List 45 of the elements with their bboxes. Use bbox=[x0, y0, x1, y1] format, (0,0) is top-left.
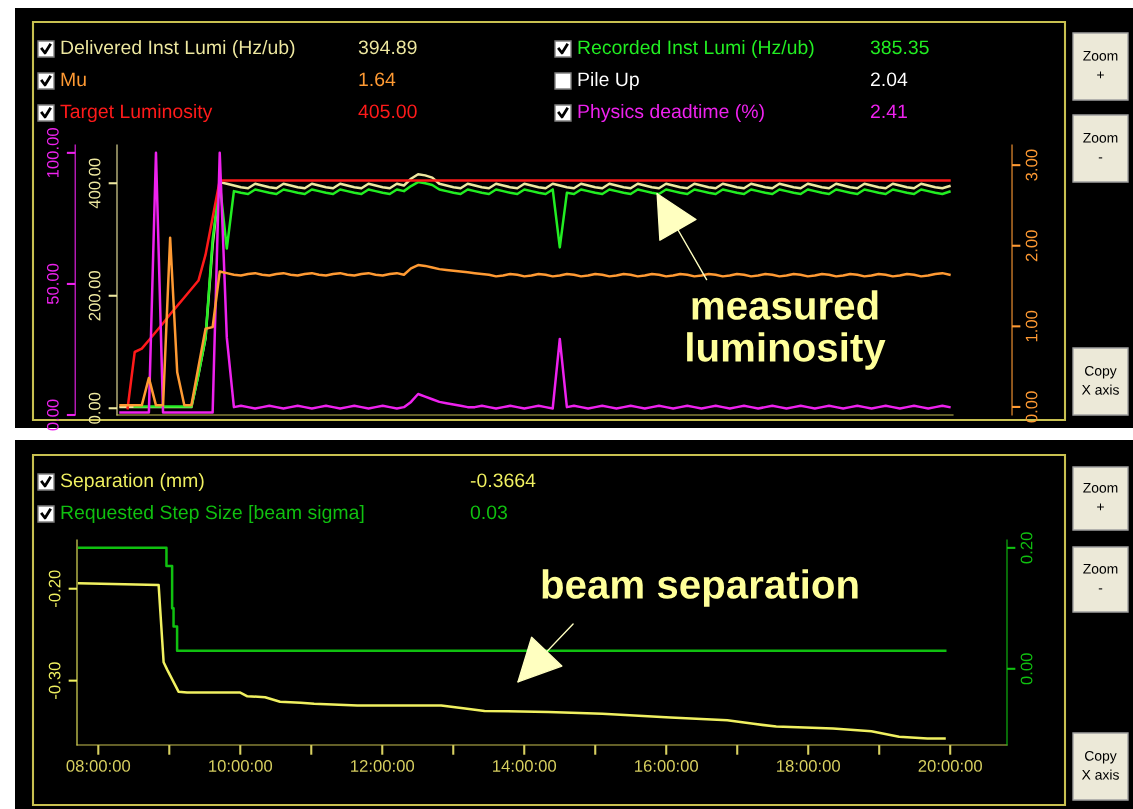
text: 385.35 bbox=[870, 40, 929, 55]
text: Zoom + bbox=[1083, 51, 1118, 79]
text: 2.04 bbox=[870, 72, 908, 87]
y3-tick-label: 1.00 bbox=[1025, 310, 1038, 342]
x-tick-label: 18:00:00 bbox=[777, 760, 841, 772]
text: Zoom - bbox=[1083, 564, 1118, 590]
y2-tick-label: 100.00 bbox=[46, 128, 59, 178]
text: 394.89 bbox=[358, 40, 417, 55]
text: Zoom + bbox=[1083, 483, 1118, 511]
x-tick-label: 08:00:00 bbox=[66, 760, 131, 772]
text: Physics deadtime (%) bbox=[578, 103, 764, 123]
text: Zoom - bbox=[1083, 133, 1118, 159]
text: 2.41 bbox=[870, 104, 907, 119]
y-tick-label: -0.20 bbox=[48, 570, 61, 607]
text: 405.00 bbox=[358, 104, 417, 119]
y-tick-label: -0.30 bbox=[48, 662, 61, 699]
text: Delivered Inst Lumi (Hz/ub) bbox=[61, 39, 295, 59]
y3-tick-label: 3.00 bbox=[1025, 149, 1038, 181]
y3-tick-label: 0.00 bbox=[1025, 391, 1038, 423]
text: 1.64 bbox=[359, 72, 396, 87]
series-label: Requested Step Size [beam sigma] bbox=[61, 504, 364, 524]
text: Copy X axis bbox=[1081, 365, 1119, 395]
text: Target Luminosity bbox=[60, 103, 213, 123]
legend-label: Pile Up bbox=[578, 71, 639, 91]
text: Recorded Inst Lumi (Hz/ub) bbox=[578, 39, 814, 59]
text: -0.3664 bbox=[470, 473, 536, 488]
y2-tick-label: 50.00 bbox=[46, 263, 59, 305]
x-tick-label: 12:00:00 bbox=[351, 760, 415, 772]
text: Mu bbox=[61, 72, 86, 87]
x-tick-label: 16:00:00 bbox=[635, 760, 699, 772]
x-tick-label: 10:00:00 bbox=[209, 760, 273, 772]
text: Separation (mm) bbox=[60, 472, 204, 492]
annotation: beam separation bbox=[542, 569, 858, 607]
y2-tick-label: 0.00 bbox=[1020, 653, 1033, 685]
x-tick-label: 20:00:00 bbox=[918, 760, 982, 772]
y2-tick-label: 0.20 bbox=[1020, 532, 1033, 564]
y-tick-label: 200.00 bbox=[88, 270, 101, 321]
y-tick-label: 0.00 bbox=[88, 392, 101, 424]
y-tick-label: 400.00 bbox=[88, 158, 101, 209]
annotation: measured luminosity bbox=[687, 290, 886, 370]
text: 0.03 bbox=[470, 505, 507, 520]
text: Copy X axis bbox=[1081, 750, 1119, 780]
y3-tick-label: 2.00 bbox=[1025, 230, 1038, 262]
line-series bbox=[119, 236, 951, 407]
x-tick-label: 14:00:00 bbox=[493, 760, 557, 772]
